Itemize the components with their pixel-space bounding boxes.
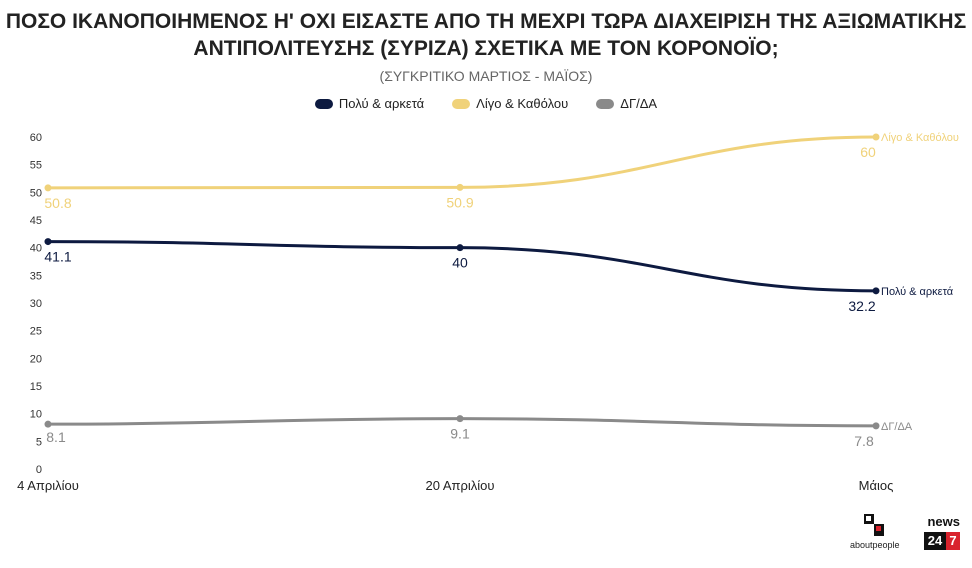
- legend-item-series-2[interactable]: Λίγο & Καθόλου: [452, 96, 568, 111]
- series-end-label-1: Πολύ & αρκετά: [881, 286, 954, 298]
- x-tick-label-3: Μάιος: [859, 478, 894, 493]
- data-point-series-2-2: [456, 183, 464, 191]
- data-label-series-1-1: 41.1: [44, 249, 71, 265]
- y-tick-label-0: 0: [36, 464, 42, 476]
- data-label-series-2-3: 60: [860, 144, 876, 160]
- series-line-2: [46, 135, 878, 190]
- news247-logo: news 24 7: [920, 514, 960, 556]
- aboutpeople-mark-icon: [864, 514, 884, 536]
- data-point-series-1-1: [44, 238, 52, 246]
- y-tick-label-55: 55: [30, 160, 42, 172]
- data-point-series-1-3: [872, 287, 880, 295]
- chart-title: ΠΟΣΟ ΙΚΑΝΟΠΟΙΗΜΕΝΟΣ Η' ΟΧΙ ΕΙΣΑΣΤΕ ΑΠΟ Τ…: [0, 8, 972, 62]
- data-point-series-1-2: [456, 244, 464, 252]
- news247-digits: 24 7: [924, 532, 960, 550]
- data-label-series-1-2: 40: [452, 255, 468, 271]
- x-tick-label-2: 20 Απριλίου: [425, 478, 494, 493]
- data-label-series-3-3: 7.8: [854, 433, 874, 449]
- x-tick-label-1: 4 Απριλίου: [17, 478, 79, 493]
- y-tick-label-10: 10: [30, 409, 42, 421]
- y-tick-label-30: 30: [30, 298, 42, 310]
- news247-word: news: [927, 514, 960, 529]
- data-point-series-2-3: [872, 133, 880, 141]
- y-tick-label-40: 40: [30, 243, 42, 255]
- data-label-series-1-3: 32.2: [848, 298, 875, 314]
- legend-label-series-1: Πολύ & αρκετά: [338, 96, 425, 111]
- news247-digits-24: 24: [924, 532, 946, 550]
- chart-title-line-2: ΑΝΤΙΠΟΛΙΤΕΥΣΗΣ (ΣΥΡΙΖΑ) ΣΧΕΤΙΚΑ ΜΕ ΤΟΝ Κ…: [193, 37, 779, 60]
- series-end-label-3: ΔΓ/ΔΑ: [881, 421, 913, 433]
- legend-item-series-3[interactable]: ΔΓ/ΔΑ: [596, 96, 657, 111]
- legend: Πολύ & αρκετά Λίγο & Καθόλου ΔΓ/ΔΑ: [0, 96, 972, 111]
- y-tick-label-15: 15: [30, 381, 42, 393]
- data-point-series-3-3: [872, 422, 880, 430]
- news247-digits-7: 7: [946, 532, 960, 550]
- data-point-series-2-1: [44, 184, 52, 192]
- series-end-label-2: Λίγο & Καθόλου: [881, 132, 959, 144]
- legend-swatch-series-3: [596, 98, 615, 109]
- aboutpeople-text: aboutpeople: [850, 540, 900, 550]
- aboutpeople-logo: aboutpeople: [850, 512, 900, 558]
- data-point-series-3-1: [44, 420, 52, 428]
- legend-swatch-series-1: [314, 98, 333, 109]
- y-tick-label-25: 25: [30, 326, 42, 338]
- y-tick-label-45: 45: [30, 215, 42, 227]
- legend-item-series-1[interactable]: Πολύ & αρκετά: [314, 96, 425, 111]
- y-tick-label-50: 50: [30, 187, 42, 199]
- y-tick-label-20: 20: [30, 353, 42, 365]
- legend-label-series-3: ΔΓ/ΔΑ: [620, 96, 658, 111]
- chart-subtitle: (ΣΥΓΚΡΙΤΙΚΟ ΜΑΡΤΙΟΣ - ΜΑΪΟΣ): [379, 68, 593, 84]
- data-label-series-3-2: 9.1: [450, 426, 470, 442]
- data-label-series-2-1: 50.8: [44, 195, 71, 211]
- legend-swatch-series-2: [452, 98, 471, 109]
- y-tick-label-5: 5: [36, 436, 42, 448]
- chart-title-line-1: ΠΟΣΟ ΙΚΑΝΟΠΟΙΗΜΕΝΟΣ Η' ΟΧΙ ΕΙΣΑΣΤΕ ΑΠΟ Τ…: [5, 10, 967, 33]
- legend-label-series-2: Λίγο & Καθόλου: [476, 96, 569, 111]
- data-label-series-2-2: 50.9: [446, 194, 473, 210]
- brand-logos: aboutpeople news 24 7: [850, 512, 960, 560]
- data-point-series-3-2: [456, 415, 464, 423]
- data-label-series-3-1: 8.1: [46, 429, 66, 445]
- y-tick-label-35: 35: [30, 270, 42, 282]
- y-tick-label-60: 60: [30, 132, 42, 144]
